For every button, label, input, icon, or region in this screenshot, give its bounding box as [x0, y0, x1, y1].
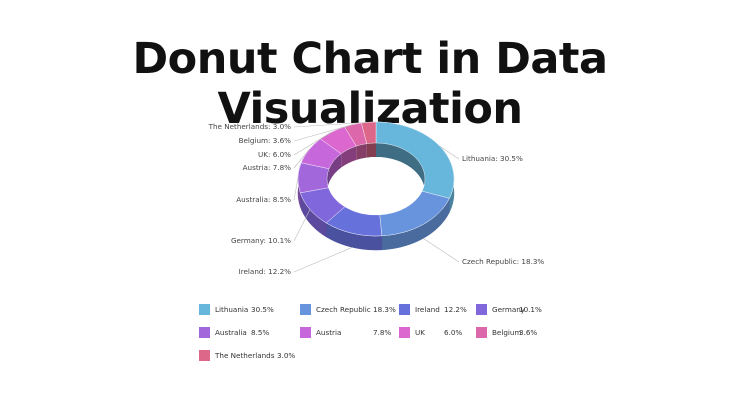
- legend-item[interactable]: Ireland 12.2%: [399, 302, 467, 316]
- legend-label: UK: [415, 327, 425, 337]
- legend-value: 12.2%: [444, 304, 467, 314]
- legend-label: Czech Republic: [316, 304, 371, 314]
- callout-label: Czech Republic: 18.3%: [462, 257, 544, 266]
- legend-value: 7.8%: [373, 327, 392, 337]
- legend-label: Belgium: [492, 327, 522, 337]
- callout-line: [293, 247, 353, 273]
- legend-swatch: [199, 349, 210, 361]
- callout-line: [439, 145, 460, 160]
- legend-label: Australia: [215, 327, 247, 337]
- callout-label: Australia: 8.5%: [236, 195, 291, 204]
- callout-label: Austria: 7.8%: [243, 163, 292, 172]
- legend-swatch: [300, 326, 311, 338]
- callout-label: Lithuania: 30.5%: [462, 154, 523, 163]
- callout-line: [423, 238, 460, 263]
- legend-label: Ireland: [415, 304, 440, 314]
- legend-label: The Netherlands: [215, 350, 275, 360]
- legend-value: 18.3%: [373, 304, 396, 314]
- legend-item[interactable]: Lithuania 30.5%: [199, 302, 274, 316]
- callout-line: [293, 124, 353, 142]
- page-title: Donut Chart in Data Visualization: [132, 34, 608, 134]
- legend-item[interactable]: The Netherlands 3.0%: [199, 348, 295, 362]
- callout-label: Ireland: 12.2%: [239, 267, 292, 276]
- legend-swatch: [199, 326, 210, 338]
- legend-swatch: [476, 326, 487, 338]
- legend-value: 6.0%: [444, 327, 463, 337]
- legend-label: Austria: [316, 327, 342, 337]
- legend-value: 10.1%: [519, 304, 542, 314]
- legend-label: Lithuania: [215, 304, 249, 314]
- slice-inner-wall-lithuania: [376, 143, 425, 206]
- legend-item[interactable]: Belgium 3.6%: [476, 325, 537, 339]
- legend-value: 3.0%: [277, 350, 296, 360]
- legend-item[interactable]: Germany 10.1%: [476, 302, 542, 316]
- callout-label: UK: 6.0%: [258, 150, 291, 159]
- legend-item[interactable]: Austria 7.8%: [300, 325, 391, 339]
- legend-swatch: [476, 303, 487, 315]
- slice-inner-wall-uk: [341, 146, 357, 168]
- callout-line: [293, 177, 299, 201]
- legend-swatch: [399, 326, 410, 338]
- legend-item[interactable]: Czech Republic 18.3%: [300, 302, 396, 316]
- slice-inner-wall-belgium: [356, 143, 367, 161]
- legend-swatch: [300, 303, 311, 315]
- callout-line: [293, 149, 310, 169]
- slice-inner-wall-the-netherlands: [366, 143, 376, 158]
- legend-item[interactable]: UK 6.0%: [399, 325, 462, 339]
- callout-line: [293, 121, 369, 128]
- legend-item[interactable]: Australia 8.5%: [199, 325, 269, 339]
- legend-swatch: [199, 303, 210, 315]
- legend-value: 3.6%: [519, 327, 538, 337]
- legend-label: Germany: [492, 304, 526, 314]
- legend-value: 30.5%: [251, 304, 274, 314]
- slice-inner-wall-austria: [329, 153, 342, 183]
- callout-line: [293, 209, 311, 242]
- callout-label: The Netherlands: 3.0%: [208, 122, 292, 131]
- callout-label: Germany: 10.1%: [231, 236, 291, 245]
- legend-swatch: [399, 303, 410, 315]
- callout-line: [293, 131, 332, 156]
- callout-label: Belgium: 3.6%: [239, 136, 292, 145]
- legend-value: 8.5%: [251, 327, 270, 337]
